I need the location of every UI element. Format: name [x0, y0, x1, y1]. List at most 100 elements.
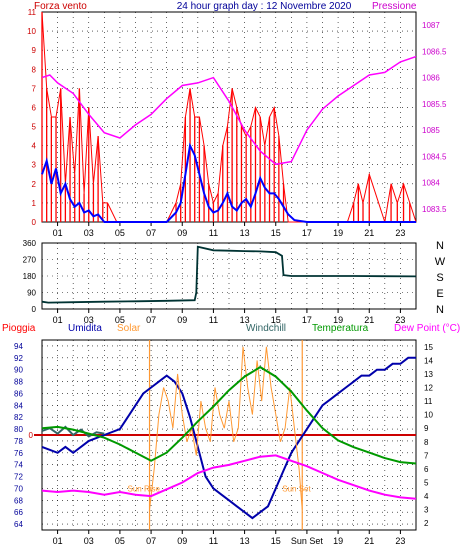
direction-y-tick-label: 270: [23, 256, 37, 265]
direction-line: [41, 245, 417, 304]
humidity-y-tick-label: 86: [14, 389, 23, 398]
humidity-y-tick-label: 92: [14, 354, 23, 363]
temperature-y-tick-label: 10: [424, 411, 433, 420]
direction-x-tick-label: 01: [53, 315, 63, 325]
climate-x-tick-label: 23: [395, 536, 405, 546]
temperature-y-tick-label: 7: [424, 451, 429, 460]
direction-x-tick-label: 07: [146, 315, 156, 325]
sunset-label: Sun Set: [282, 484, 311, 493]
humidity-y-tick-label: 88: [14, 378, 23, 387]
direction-compass-letter: S: [436, 272, 443, 284]
wind-x-tick-label: 17: [302, 228, 312, 238]
humidity-y-tick-label: 68: [14, 496, 23, 505]
direction-x-tick-label: 11: [209, 315, 218, 325]
humidity-y-tick-label: 80: [14, 425, 23, 434]
temperature-y-tick-label: 4: [424, 492, 429, 501]
humidity-y-tick-label: 70: [14, 484, 23, 493]
wind-x-tick-label: 03: [84, 228, 94, 238]
direction-x-tick-label: 19: [333, 315, 343, 325]
climate-x-tick-label: 01: [53, 536, 63, 546]
solar-line: [149, 346, 303, 510]
pressure-y-tick-label: 1083.5: [422, 205, 447, 214]
climate-x-tick-label: 13: [240, 536, 250, 546]
pressure-header: Pressione: [372, 1, 417, 12]
pressure-y-tick-label: 1087: [422, 21, 440, 30]
direction-compass-letter: N: [436, 304, 444, 316]
graph-title: 24 hour graph day : 12 Novembre 2020: [177, 1, 352, 12]
wind-y-tick-label: 10: [27, 27, 36, 36]
temperature-y-tick-label: 9: [424, 424, 429, 433]
wind-x-tick-label: 05: [115, 228, 125, 238]
temperature-y-tick-label: 12: [424, 384, 433, 393]
temperature-y-tick-label: 15: [424, 343, 433, 352]
legend-rain: Pioggia: [2, 323, 36, 334]
wind-y-tick-label: 9: [32, 46, 37, 55]
pressure-y-tick-label: 1084: [422, 179, 440, 188]
direction-y-tick-label: 0: [32, 305, 37, 314]
humidity-y-tick-label: 82: [14, 413, 23, 422]
temperature-y-tick-label: 11: [424, 397, 433, 406]
temperature-y-tick-label: 2: [424, 519, 429, 528]
wind-y-tick-label: 4: [32, 142, 37, 151]
legend-windchill: Windchill: [246, 323, 286, 334]
temperature-y-tick-label: 5: [424, 479, 429, 488]
humidity-y-tick-label: 94: [14, 342, 23, 351]
wind-x-tick-label: 09: [177, 228, 187, 238]
direction-y-tick-label: 90: [27, 289, 36, 298]
direction-compass-letter: N: [436, 240, 444, 252]
wind-average-line: [41, 142, 416, 223]
legend-humidity: Umidita: [68, 323, 102, 334]
direction-x-tick-label: 15: [271, 315, 281, 325]
temperature-y-tick-label: 14: [424, 356, 433, 365]
pressure-y-tick-label: 1086.5: [422, 47, 447, 56]
direction-x-tick-label: 09: [177, 315, 187, 325]
humidity-y-tick-label: 84: [14, 401, 23, 410]
wind-x-tick-label: 13: [240, 228, 250, 238]
wind-y-tick-label: 7: [32, 84, 37, 93]
dew-point-line: [41, 454, 417, 500]
wind-y-tick-label: 2: [32, 180, 37, 189]
wind-speed-header: Forza vento: [34, 1, 87, 12]
temperature-y-tick-label: 6: [424, 465, 429, 474]
climate-x-tick-label: 11: [209, 536, 218, 546]
climate-x-tick-label: 05: [115, 536, 125, 546]
humidity-y-tick-label: 74: [14, 461, 23, 470]
wind-y-tick-label: 6: [32, 103, 37, 112]
humidity-y-tick-label: 76: [14, 449, 23, 458]
direction-x-tick-label: 21: [364, 315, 374, 325]
direction-compass-letter: E: [436, 288, 443, 300]
wind-x-tick-label: 07: [146, 228, 156, 238]
pressure-y-tick-label: 1086: [422, 74, 440, 83]
direction-y-tick-label: 360: [23, 239, 37, 248]
direction-compass-letter: W: [435, 256, 446, 268]
climate-x-tick-label: 19: [333, 536, 343, 546]
humidity-y-tick-label: 66: [14, 508, 23, 517]
windchill-line: [41, 425, 105, 438]
climate-x-tick-label: 03: [84, 536, 94, 546]
wind-x-tick-label: 23: [395, 228, 405, 238]
legend-dew-point: Dew Point (°C): [394, 323, 460, 334]
pressure-y-tick-label: 1085.5: [422, 100, 447, 109]
pressure-line: [41, 55, 417, 166]
sunrise-label: Sun Rise: [128, 484, 161, 493]
direction-y-tick-label: 180: [23, 272, 37, 281]
direction-x-tick-label: 13: [240, 315, 250, 325]
wind-x-tick-label: 11: [209, 228, 218, 238]
legend-solar: Solar: [117, 323, 141, 334]
direction-x-tick-label: 03: [84, 315, 94, 325]
wind-y-tick-label: 11: [28, 8, 37, 17]
wind-y-tick-label: 8: [32, 65, 37, 74]
climate-x-tick-label: 07: [146, 536, 156, 546]
climate-x-tick-label: Sun Set: [291, 536, 324, 546]
rain-value-label: 0: [29, 431, 34, 440]
climate-x-tick-label: 15: [271, 536, 281, 546]
humidity-line: [41, 356, 416, 520]
wind-x-tick-label: 15: [271, 228, 281, 238]
humidity-y-tick-label: 90: [14, 366, 23, 375]
temperature-line: [41, 365, 417, 465]
temperature-y-tick-label: 3: [424, 506, 429, 515]
temperature-y-tick-label: 13: [424, 370, 433, 379]
wind-x-tick-label: 01: [53, 228, 63, 238]
humidity-y-tick-label: 64: [14, 520, 23, 529]
